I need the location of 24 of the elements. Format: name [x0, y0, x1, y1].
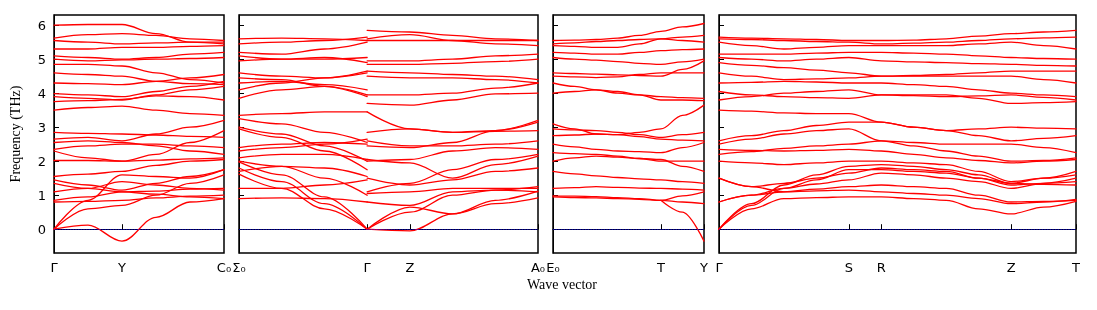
x-tick-label: Σ₀ [232, 260, 246, 275]
y-axis-title: Frequency (THz) [7, 85, 24, 183]
x-tick-label: Γ [50, 260, 59, 275]
y-tick-label: 5 [37, 51, 46, 67]
y-tick-label: 4 [37, 85, 46, 101]
x-tick-label: S [844, 260, 853, 275]
x-tick-label: A₀ [530, 260, 546, 275]
x-axis-title: Wave vector [527, 277, 597, 293]
y-tick-label: 6 [37, 17, 46, 33]
x-tick-label: T [1071, 260, 1081, 275]
y-tick-label: 0 [37, 221, 46, 237]
x-tick-label: E₀ [546, 260, 560, 275]
y-tick-label: 3 [37, 119, 46, 135]
x-tick-label: Y [699, 260, 709, 275]
x-tick-label: Γ [715, 260, 724, 275]
x-tick-label: R [876, 260, 886, 275]
x-tick-label: T [655, 260, 665, 275]
x-tick-label: Y [117, 260, 127, 275]
x-tick-label: Z [1006, 260, 1016, 275]
x-tick-label: Γ [363, 260, 372, 275]
x-tick-label: C₀ [216, 260, 232, 275]
y-tick-label: 2 [37, 153, 46, 169]
x-tick-label: Z [405, 260, 415, 275]
y-tick-label: 1 [37, 187, 46, 203]
